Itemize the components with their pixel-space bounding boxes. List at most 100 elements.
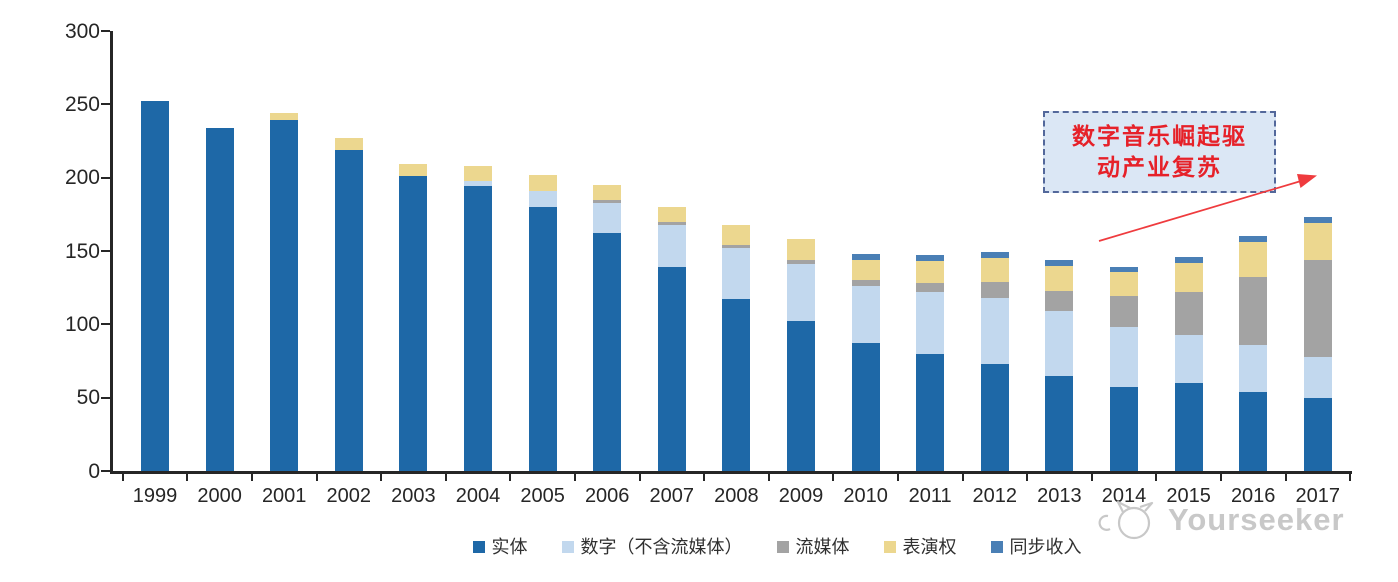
watermark: Yourseeker: [1096, 498, 1345, 542]
legend-item: 数字（不含流媒体）: [561, 538, 743, 556]
bar-segment-2011: [916, 292, 945, 354]
bar-segment-2016: [1239, 344, 1268, 392]
legend-label: 流媒体: [795, 537, 850, 557]
y-tick-label: 0: [88, 459, 100, 483]
bar-segment-2013: [1045, 311, 1074, 376]
bar-segment-2015: [1174, 292, 1203, 335]
bar-segment-2007: [657, 207, 686, 222]
bar-segment-2011: [916, 283, 945, 293]
bar-segment-2012: [980, 258, 1009, 282]
bar-segment-2011: [916, 353, 945, 471]
y-tick-mark: [101, 30, 110, 32]
bar-segment-2005: [528, 190, 557, 207]
bar-segment-2003: [399, 176, 428, 471]
bar-segment-2015: [1174, 334, 1203, 383]
bar-segment-2005: [528, 207, 557, 471]
x-axis-year-label: 2001: [261, 485, 307, 507]
bar-segment-2010: [851, 259, 880, 281]
legend-swatch-icon: [776, 541, 789, 553]
y-tick-label: 200: [64, 166, 100, 190]
bar-segment-2013: [1045, 259, 1074, 266]
y-axis-line: [110, 31, 113, 474]
legend-swatch-icon: [990, 541, 1003, 553]
bar-segment-2009: [787, 259, 815, 265]
bar-segment-2015: [1174, 256, 1203, 263]
bar-segment-1999: [141, 101, 169, 471]
x-axis-year-label: 2012: [972, 485, 1018, 507]
bar-segment-2014: [1110, 267, 1138, 272]
x-tick-mark: [380, 473, 383, 481]
bar-segment-2013: [1045, 290, 1074, 312]
legend-label: 同步收入: [1009, 537, 1082, 557]
y-tick-label: 100: [64, 312, 100, 336]
bar-segment-2010: [851, 280, 880, 287]
legend-item: 表演权: [883, 537, 957, 557]
x-axis-year-label: 2016: [1230, 485, 1276, 507]
bar-segment-2011: [916, 261, 945, 284]
x-axis-year-label: 2009: [778, 485, 824, 507]
bar-segment-2000: [205, 127, 234, 471]
x-axis-year-label: 2011: [908, 485, 952, 507]
x-tick-mark: [638, 473, 641, 481]
bar-segment-2012: [980, 281, 1009, 298]
x-axis-year-label: 2013: [1037, 485, 1082, 507]
x-axis-year-label: 2004: [455, 485, 501, 507]
annotation-text-line2: 动产业复苏: [1097, 154, 1222, 180]
x-axis-year-label: 1999: [132, 485, 178, 507]
bar-segment-2012: [980, 252, 1009, 259]
bar-segment-2009: [787, 239, 815, 260]
legend-item: 同步收入: [990, 537, 1082, 557]
bar-segment-2005: [528, 174, 557, 191]
bar-segment-2004: [464, 180, 492, 187]
x-axis-year-label: 2003: [391, 485, 436, 507]
bar-segment-2014: [1110, 387, 1138, 471]
bar-segment-2008: [722, 245, 751, 249]
bar-segment-2007: [657, 267, 686, 471]
x-axis-year-label: 2017: [1295, 485, 1341, 507]
bar-segment-2007: [657, 224, 686, 268]
x-axis-year-label: 2007: [649, 485, 695, 507]
bar-segment-2015: [1174, 262, 1203, 293]
x-tick-mark: [573, 473, 576, 481]
bar-segment-2006: [593, 233, 622, 471]
x-tick-mark: [703, 473, 706, 481]
bar-segment-2017: [1303, 397, 1332, 471]
bar-segment-2004: [464, 186, 492, 471]
x-tick-mark: [1090, 473, 1093, 481]
x-tick-mark: [315, 473, 318, 481]
bar-segment-2013: [1045, 375, 1074, 471]
legend-item: 流媒体: [776, 537, 850, 557]
y-tick-mark: [101, 176, 110, 179]
legend-swatch-icon: [883, 541, 896, 553]
x-axis-year-label: 2010: [843, 485, 888, 507]
x-tick-mark: [250, 473, 253, 481]
y-tick-mark: [101, 470, 110, 472]
bar-segment-2012: [980, 297, 1009, 364]
bar-segment-2010: [851, 253, 880, 260]
legend-label: 表演权: [902, 537, 957, 557]
bar-segment-2017: [1303, 223, 1332, 260]
bar-segment-2010: [851, 286, 880, 344]
y-tick-label: 50: [76, 386, 100, 410]
bar-segment-2013: [1045, 265, 1074, 291]
bar-segment-2008: [722, 224, 751, 246]
bar-segment-2007: [657, 221, 686, 225]
bar-segment-2017: [1303, 217, 1332, 224]
bar-segment-2008: [722, 248, 751, 300]
x-tick-mark: [186, 473, 189, 481]
bar-segment-2006: [593, 202, 622, 234]
bar-segment-2010: [851, 343, 880, 471]
x-axis-line: [110, 471, 1352, 474]
y-tick-mark: [101, 250, 110, 252]
bar-segment-2014: [1110, 271, 1138, 297]
bar-segment-2001: [270, 120, 299, 471]
x-tick-mark: [444, 473, 447, 481]
legend-label: 实体: [491, 537, 528, 557]
bar-segment-2017: [1303, 259, 1332, 357]
yourseeker-logo-icon: [1098, 500, 1154, 540]
bar-segment-2016: [1239, 277, 1268, 345]
y-tick-label: 300: [64, 19, 100, 43]
x-tick-mark: [961, 473, 964, 481]
bar-segment-2016: [1239, 242, 1268, 278]
bar-segment-2012: [980, 363, 1009, 471]
